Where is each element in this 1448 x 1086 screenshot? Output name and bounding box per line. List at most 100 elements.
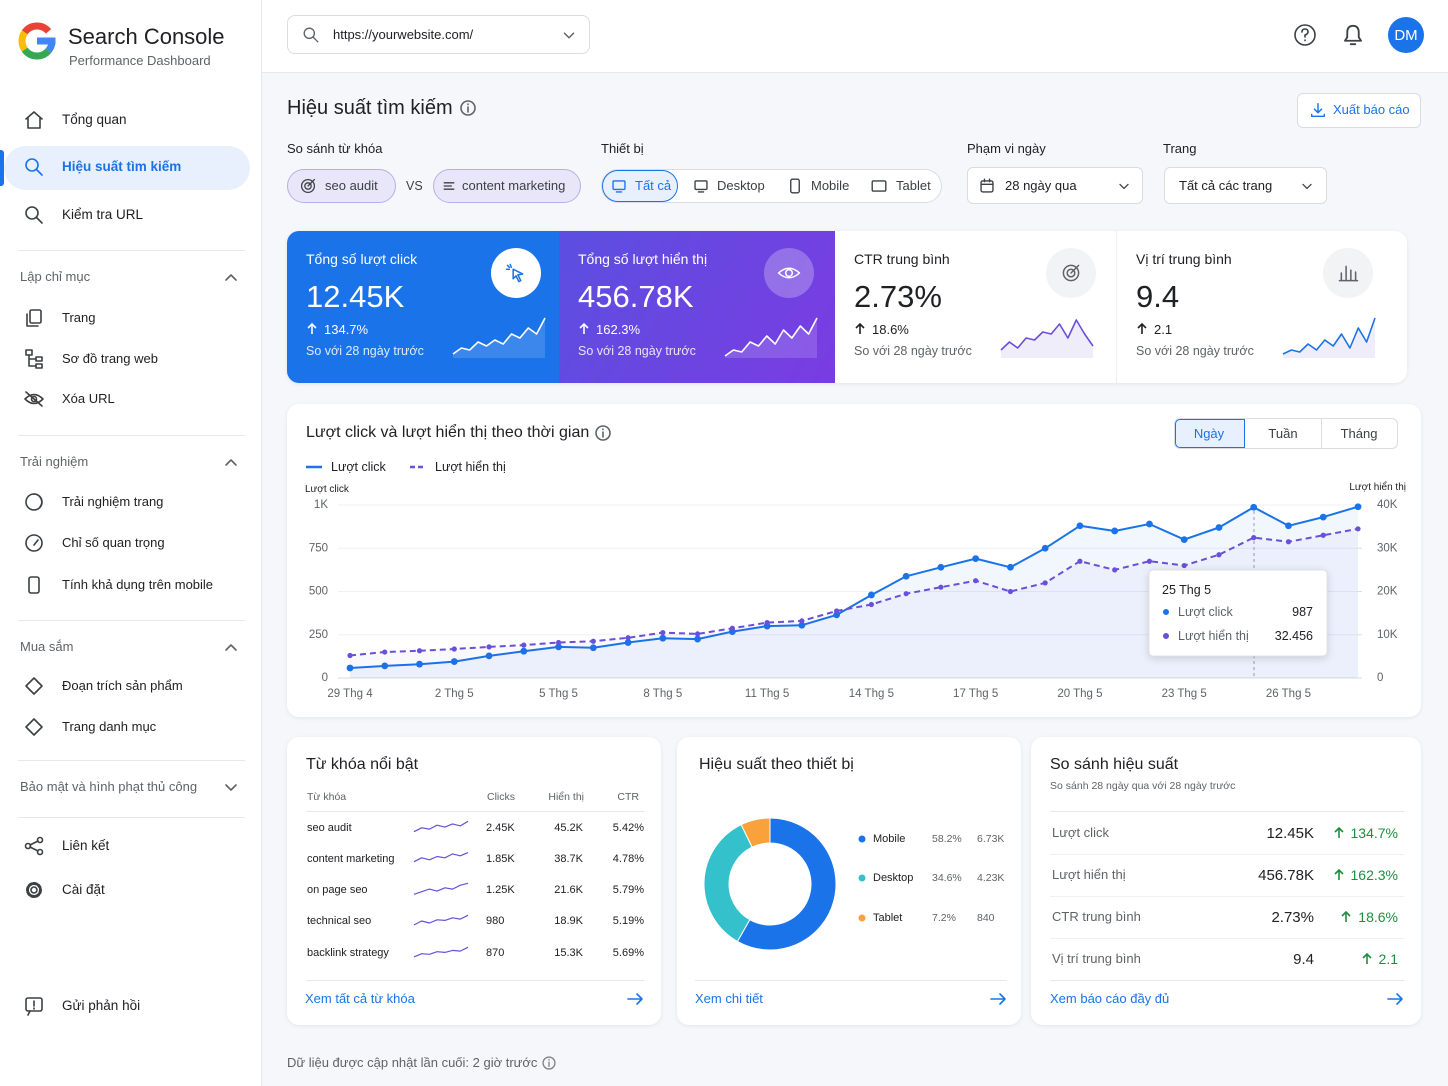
metric-value: 2.73%	[1271, 908, 1314, 926]
arrow-up	[855, 323, 865, 334]
nav-item[interactable]: Liên kết	[62, 838, 110, 853]
section-title[interactable]: Bảo mật và hình phạt thủ công	[20, 779, 198, 794]
device-option[interactable]: Mobile	[811, 178, 850, 193]
keyword: seo audit	[307, 821, 352, 834]
change-value: 18.6%	[872, 321, 909, 337]
feedback-link[interactable]: Gửi phản hồi	[62, 998, 141, 1013]
section-title[interactable]: Trải nghiệm	[20, 454, 89, 469]
keyword-impressions: 18.9K	[554, 915, 583, 928]
kpi-card	[559, 231, 835, 383]
arrow-up	[1341, 911, 1351, 922]
keyword-ctr: 5.69%	[612, 946, 644, 959]
nav-item[interactable]: Xóa URL	[62, 391, 115, 406]
keyword-clicks: 1.25K	[486, 884, 515, 897]
chart-panel	[287, 404, 1421, 717]
arrow-up	[579, 323, 589, 334]
metric-name: Vị trí trung bình	[1052, 951, 1141, 966]
panel-title: Hiệu suất theo thiết bị	[699, 756, 854, 773]
avatar-initials[interactable]: DM	[1394, 26, 1418, 44]
page-dropdown[interactable]	[1164, 167, 1327, 204]
change-value: 162.3%	[596, 321, 641, 337]
device-option[interactable]: Tablet	[896, 178, 931, 193]
nav-item[interactable]: Đoạn trích sản phẩm	[62, 678, 183, 693]
keyword-clicks: 2.45K	[486, 821, 515, 834]
nav-item[interactable]: Tổng quan	[62, 112, 127, 127]
device-share: 7.2%	[932, 912, 956, 924]
arrow-up	[1333, 827, 1344, 838]
panel-footer-divider	[1050, 980, 1404, 981]
date-dropdown[interactable]	[967, 167, 1143, 204]
panel-title: Từ khóa nổi bật	[306, 756, 419, 773]
kpi-label: Vị trí trung bình	[1136, 250, 1232, 267]
device-share: 34.6%	[932, 872, 962, 884]
nav-item[interactable]: Hiệu suất tìm kiếm	[62, 159, 182, 174]
nav-item[interactable]: Cài đặt	[62, 882, 105, 897]
column-header: CTR	[617, 791, 639, 803]
arrow-up	[1361, 953, 1372, 964]
row-divider	[1050, 854, 1404, 855]
y2-axis-title: Lượt hiển thị	[1349, 481, 1406, 493]
nav-item[interactable]: Tính khả dụng trên mobile	[62, 577, 214, 592]
nav-item[interactable]: Trải nghiệm trang	[62, 494, 164, 509]
change: 2.1	[1198, 949, 1398, 969]
keyword-clicks: 1.85K	[486, 852, 515, 865]
change-value: 2.1	[1378, 951, 1398, 967]
panel-link[interactable]: Xem báo cáo đầy đủ	[1050, 991, 1170, 1006]
filter-label: Trang	[1163, 141, 1197, 156]
nav-item[interactable]: Sơ đồ trang web	[62, 351, 158, 366]
view-tab[interactable]: Tuần	[1268, 426, 1298, 441]
table-divider	[306, 811, 644, 812]
keyword-impressions: 21.6K	[554, 884, 583, 897]
nav-item[interactable]: Trang	[62, 310, 96, 325]
nav-item[interactable]: Trang danh mục	[62, 719, 157, 734]
panel-link[interactable]: Xem chi tiết	[695, 991, 763, 1006]
column-header: Từ khóa	[307, 791, 347, 803]
metric-name: Lượt hiển thị	[1052, 867, 1126, 882]
keyword-b: content marketing	[462, 178, 566, 193]
device-count: 4.23K	[977, 872, 1005, 884]
change-value: 2.1	[1154, 321, 1173, 337]
section-title[interactable]: Lập chỉ mục	[20, 269, 91, 284]
url-selector[interactable]	[287, 15, 590, 54]
arrow-up-icon	[1137, 323, 1147, 334]
app-subtitle: Performance Dashboard	[69, 53, 211, 68]
nav-item[interactable]: Kiểm tra URL	[62, 207, 144, 222]
arrow-up-icon	[855, 323, 865, 334]
keywords-panel	[287, 737, 661, 1025]
keyword-ctr: 5.42%	[612, 821, 644, 834]
keyword: backlink strategy	[307, 946, 389, 959]
keyword-a: seo audit	[325, 178, 378, 193]
sidebar-divider	[18, 435, 245, 436]
change: 2.1	[1136, 319, 1172, 339]
date-value: 28 ngày qua	[1005, 178, 1077, 193]
kpi-compare: So với 28 ngày trước	[1136, 343, 1254, 358]
panel-footer-divider	[695, 980, 1007, 981]
keyword: technical seo	[307, 915, 372, 928]
view-tab-active[interactable]	[1175, 419, 1245, 448]
app-title: Search Console	[68, 23, 225, 49]
legend-label: Lượt hiển thị	[435, 459, 506, 474]
section-title[interactable]: Mua sắm	[20, 639, 74, 654]
change-value: 18.6%	[1358, 909, 1398, 925]
export-label[interactable]: Xuất báo cáo	[1333, 102, 1410, 117]
change-value: 134.7%	[1350, 825, 1398, 841]
change: 162.3%	[578, 319, 640, 339]
panel-subtitle: So sánh 28 ngày qua với 28 ngày trước	[1050, 780, 1236, 792]
page-value: Tất cả các trang	[1179, 178, 1273, 193]
arrow-up-icon	[1361, 953, 1372, 964]
device-name: Tablet	[873, 911, 903, 924]
nav-item[interactable]: Chỉ số quan trọng	[62, 535, 165, 550]
panel-link[interactable]: Xem tất cả từ khóa	[305, 991, 415, 1006]
tooltip-value: 32.456	[1274, 628, 1313, 643]
device-option[interactable]: Tất cả	[635, 178, 672, 193]
comparison-panel	[1031, 737, 1421, 1025]
nav-active-bar	[0, 150, 4, 186]
view-tab[interactable]: Tháng	[1340, 426, 1378, 441]
keyword: on page seo	[307, 884, 368, 897]
device-option[interactable]: Desktop	[717, 178, 765, 193]
filter-label: So sánh từ khóa	[287, 141, 383, 156]
keyword-pill[interactable]	[433, 169, 581, 203]
view-tab[interactable]: Ngày	[1193, 426, 1225, 441]
